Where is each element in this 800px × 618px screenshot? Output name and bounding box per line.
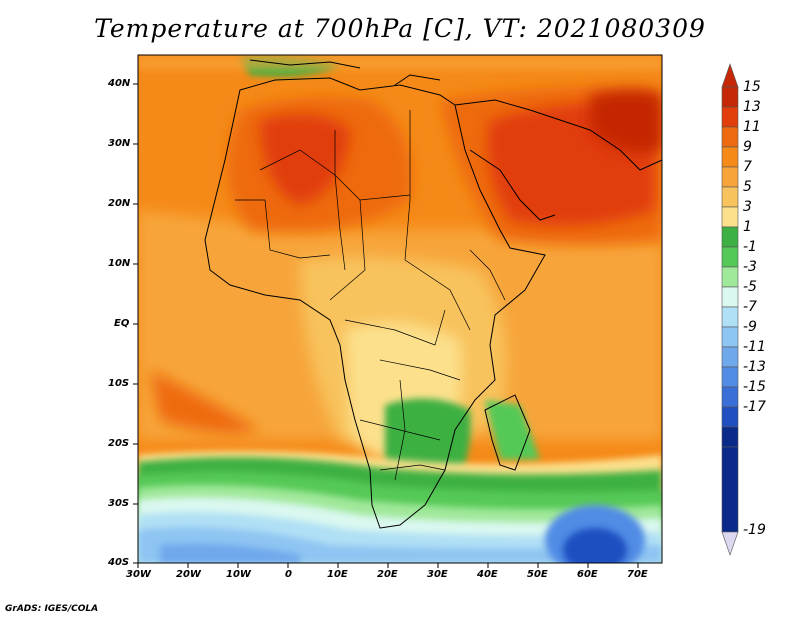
lon-label: 30E: [427, 569, 448, 580]
lon-label: 0: [285, 569, 292, 580]
lat-label: 10S: [108, 378, 130, 389]
colorbar-bin: [721, 346, 739, 368]
chart-title: Temperature at 700hPa [C], VT: 202108030…: [94, 14, 706, 43]
colorbar-label: -3: [743, 259, 757, 275]
colorbar-label: -11: [743, 339, 766, 355]
colorbar-label: 1: [743, 219, 752, 235]
colorbar-label: 13: [743, 99, 761, 115]
lat-label: 40N: [108, 78, 131, 89]
colorbar-bin: [721, 386, 739, 408]
colorbar-label: -19: [743, 522, 766, 538]
colorbar-label: -9: [743, 319, 757, 335]
temperature-field: [138, 55, 662, 563]
colorbar-label: 3: [743, 199, 752, 215]
colorbar: [721, 63, 739, 556]
colorbar-bin: [721, 226, 739, 248]
colorbar-bin: [721, 206, 739, 228]
colorbar-label: 5: [743, 179, 752, 195]
colorbar-label: 9: [743, 139, 752, 155]
colorbar-label: -13: [743, 359, 766, 375]
colorbar-bin: [721, 326, 739, 348]
lon-label: 10W: [226, 569, 251, 580]
lon-label: 60E: [577, 569, 598, 580]
colorbar-label: 7: [743, 159, 752, 175]
colorbar-label: 15: [743, 79, 761, 95]
colorbar-bottom-cap: [721, 531, 739, 556]
colorbar-top-cap: [721, 63, 739, 88]
colorbar-bin: [721, 306, 739, 328]
colorbar-label: -15: [743, 379, 766, 395]
lat-label: 10N: [108, 258, 131, 269]
colorbar-label: -7: [743, 299, 757, 315]
lon-label: 50E: [527, 569, 548, 580]
colorbar-label: -17: [743, 399, 766, 415]
lat-label: 40S: [108, 557, 130, 568]
colorbar-bin: [721, 106, 739, 128]
colorbar-bin: [721, 446, 739, 533]
colorbar-bin: [721, 166, 739, 188]
coastline: [204, 59, 663, 529]
lon-label: 70E: [627, 569, 648, 580]
colorbar-bin: [721, 146, 739, 168]
lat-label: 20N: [108, 198, 131, 209]
footer-credit: GrADS: IGES/COLA: [5, 604, 99, 614]
colorbar-bin: [721, 406, 739, 428]
lat-label: 30S: [108, 498, 130, 509]
lon-label: 20E: [377, 569, 398, 580]
colorbar-bin: [721, 126, 739, 148]
lon-label: 30W: [126, 569, 151, 580]
lon-label: 10E: [327, 569, 348, 580]
colorbar-bin: [721, 366, 739, 388]
lat-label: 20S: [108, 438, 130, 449]
colorbar-label: -1: [743, 239, 757, 255]
axis-ticks: [133, 83, 639, 568]
colorbar-bin: [721, 266, 739, 288]
map-frame: [137, 54, 663, 564]
lat-label: 30N: [108, 138, 131, 149]
colorbar-label: 11: [743, 119, 761, 135]
colorbar-bin: [721, 286, 739, 308]
lon-label: 20W: [176, 569, 201, 580]
colorbar-bin: [721, 246, 739, 268]
lat-label: EQ: [114, 318, 130, 329]
colorbar-bin: [721, 426, 739, 448]
colorbar-label: -5: [743, 279, 757, 295]
colorbar-bin: [721, 186, 739, 208]
colorbar-bin: [721, 86, 739, 108]
lon-label: 40E: [477, 569, 498, 580]
country-borders: [235, 110, 506, 481]
